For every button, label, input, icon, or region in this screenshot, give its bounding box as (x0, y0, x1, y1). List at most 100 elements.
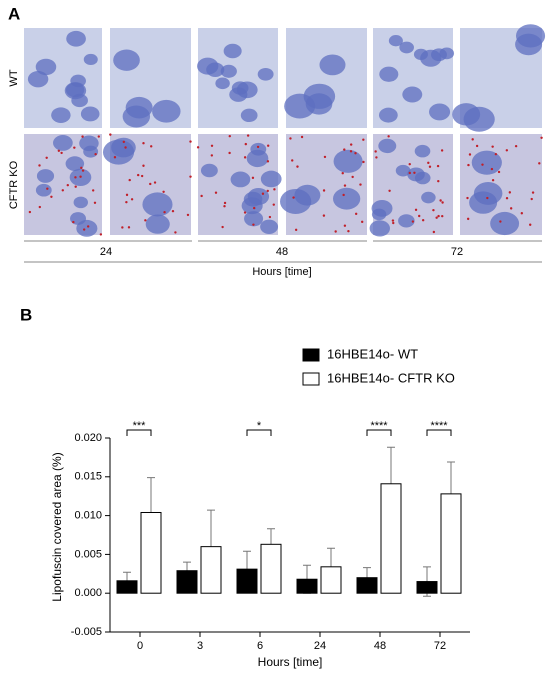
nucleus (260, 219, 279, 234)
granule (150, 145, 153, 148)
granule (196, 146, 200, 149)
nucleus (371, 199, 393, 217)
granule (221, 225, 224, 229)
granule (349, 143, 353, 146)
granule (142, 164, 145, 167)
nucleus (73, 196, 88, 209)
granule (292, 196, 295, 199)
nucleus (260, 170, 282, 188)
significance-bracket (246, 429, 272, 436)
granule (82, 228, 86, 231)
granule (471, 138, 474, 141)
nucleus (414, 144, 431, 158)
granule (60, 151, 63, 155)
granule (362, 138, 365, 141)
granule (322, 214, 326, 217)
granule (38, 205, 42, 209)
granule (323, 155, 327, 159)
y-tick-label: 0.000 (74, 587, 102, 599)
granule (343, 184, 347, 187)
time-label: 24 (100, 246, 112, 258)
granule (228, 151, 231, 155)
nucleus (369, 220, 390, 237)
granule (342, 193, 345, 197)
granule (256, 145, 260, 149)
nucleus (414, 171, 431, 185)
granule (61, 189, 65, 192)
micrograph (286, 134, 367, 235)
nucleus (413, 48, 428, 60)
granule (421, 218, 425, 222)
granule (475, 144, 479, 148)
granule (505, 149, 509, 152)
bar (140, 511, 162, 594)
granule (266, 144, 270, 147)
bar (200, 546, 222, 594)
granule (387, 135, 390, 138)
granule (427, 161, 430, 165)
granule (439, 199, 442, 202)
time-label: 72 (451, 246, 463, 258)
nucleus (200, 163, 218, 178)
granule (228, 134, 231, 138)
nucleus (36, 169, 55, 183)
bar (320, 566, 342, 594)
granule (408, 162, 411, 166)
significance-bracket (126, 429, 152, 436)
granule (435, 216, 438, 219)
nucleus (280, 188, 312, 214)
granule (481, 163, 484, 166)
nucleus (379, 66, 399, 82)
bar (116, 580, 138, 594)
granule (243, 211, 247, 214)
nucleus (215, 77, 230, 90)
granule (94, 152, 97, 156)
legend-swatch (302, 372, 320, 386)
nucleus (378, 138, 397, 154)
granule (388, 189, 391, 193)
granule (540, 136, 543, 139)
granule (186, 213, 190, 217)
granule (38, 164, 41, 167)
legend-swatch (302, 348, 320, 362)
granule (437, 179, 440, 183)
granule (66, 183, 69, 187)
bar (416, 581, 438, 594)
nucleus (402, 86, 423, 103)
nucleus (70, 212, 87, 225)
granule (268, 215, 272, 219)
granule (514, 144, 518, 148)
nucleus (473, 182, 503, 205)
granule (322, 189, 326, 192)
granule (520, 212, 524, 215)
granule (413, 171, 416, 174)
granule (436, 164, 440, 168)
granule (121, 226, 124, 229)
granule (440, 149, 444, 152)
granule (491, 145, 494, 148)
y-tick-label: -0.005 (71, 626, 102, 638)
granule (466, 217, 470, 221)
granule (74, 185, 77, 188)
axis-label: Hours [time] (252, 266, 311, 278)
nucleus (35, 183, 52, 197)
nucleus (220, 64, 237, 78)
granule (109, 133, 112, 136)
granule (46, 187, 49, 190)
granule (300, 135, 304, 139)
granule (296, 165, 299, 168)
nucleus (229, 87, 248, 102)
nucleus (51, 107, 71, 123)
granule (153, 181, 157, 184)
significance-bracket (426, 429, 452, 436)
y-tick-label: 0.020 (74, 432, 102, 444)
granule (86, 225, 90, 228)
granule (354, 152, 357, 155)
legend-label: 16HBE14o- WT (327, 346, 418, 361)
nucleus (395, 164, 411, 177)
nucleus (142, 192, 173, 217)
nucleus (399, 41, 414, 54)
y-tick-label: 0.010 (74, 510, 102, 522)
granule (149, 182, 152, 186)
granule (508, 191, 512, 194)
